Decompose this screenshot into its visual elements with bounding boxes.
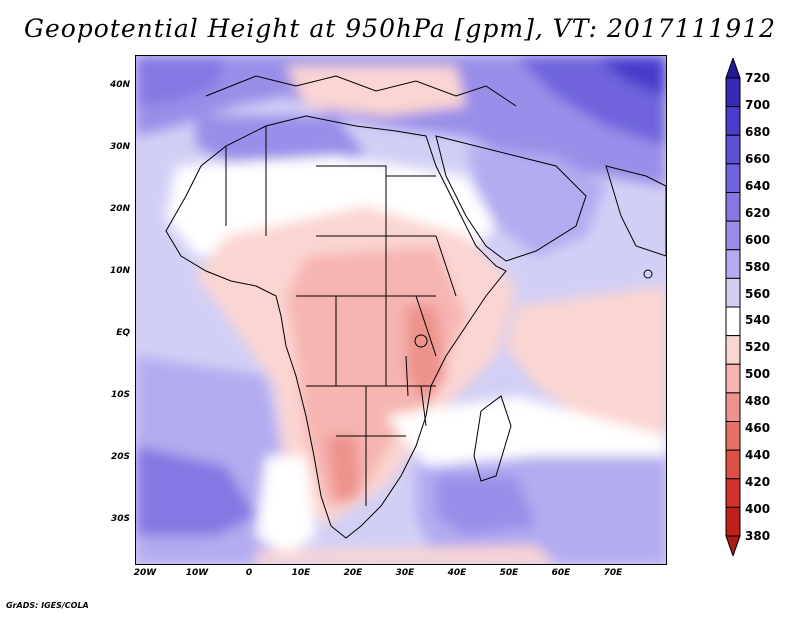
lat-label: 10N: [109, 266, 130, 276]
lat-label: 30N: [109, 142, 130, 152]
lon-label: 10E: [291, 568, 311, 578]
lon-label: 30E: [395, 568, 415, 578]
colorbar-label: 440: [745, 448, 771, 463]
colorbar-label: 580: [745, 259, 771, 274]
geopotential-map: [136, 56, 666, 564]
colorbar-label: 640: [745, 178, 771, 193]
lon-label: 20W: [133, 568, 157, 578]
colorbar-cell: [725, 392, 741, 422]
colorbar-cell: [725, 163, 741, 193]
map-panel: [135, 55, 667, 565]
colorbar-label: 500: [745, 367, 771, 382]
colorbar-label: 420: [745, 475, 771, 490]
lon-label: 70E: [603, 568, 623, 578]
colorbar-label: 700: [745, 97, 771, 112]
lat-label: 40N: [109, 80, 130, 90]
colorbar-cell: [725, 478, 741, 508]
colorbar-cell: [725, 306, 741, 337]
coastlines: [165, 75, 666, 539]
lon-label: 0: [245, 568, 253, 578]
colorbar-cell: [725, 220, 741, 251]
credit-text: GrADS: IGES/COLA: [6, 601, 89, 610]
colorbar-label: 560: [745, 286, 771, 301]
lat-label: 20N: [109, 204, 130, 214]
colorbar-cell: [725, 506, 741, 537]
colorbar-cells: [725, 58, 741, 556]
lon-label: 50E: [499, 568, 519, 578]
colorbar-cell: [725, 277, 741, 308]
height-field: [136, 56, 666, 564]
colorbar-cell: [725, 449, 741, 480]
colorbar-label: 680: [745, 124, 771, 139]
colorbar-label: 380: [745, 529, 771, 543]
colorbar-cell: [725, 249, 741, 279]
colorbar-label: 620: [745, 205, 771, 220]
colorbar-cell: [725, 421, 741, 451]
colorbar-bottom-arrow: [725, 535, 741, 556]
lat-label: 20S: [110, 452, 130, 462]
lon-label: 20E: [343, 568, 363, 578]
lon-label: 40E: [447, 568, 467, 578]
colorbar-label: 460: [745, 421, 771, 436]
colorbar-label: 540: [745, 313, 771, 328]
lon-label: 10W: [185, 568, 209, 578]
lat-label: 30S: [110, 514, 130, 524]
map-title: Geopotential Height at 950hPa [gpm], VT:…: [23, 14, 777, 43]
colorbar-cell: [725, 134, 741, 165]
colorbar-cell: [725, 106, 741, 136]
colorbar-label: 720: [745, 71, 771, 85]
colorbar-cell: [725, 335, 741, 365]
lat-label: 10S: [110, 390, 130, 400]
colorbar-label: 480: [745, 394, 771, 409]
colorbar-label: 400: [745, 502, 771, 517]
colorbar-cell: [725, 192, 741, 222]
colorbar-cell: [725, 77, 741, 108]
colorbar: [725, 58, 741, 556]
colorbar-label: 600: [745, 232, 771, 247]
lat-label: EQ: [116, 328, 130, 338]
colorbar-top-arrow: [725, 58, 741, 79]
lon-label: 60E: [551, 568, 571, 578]
colorbar-cell: [725, 363, 741, 394]
colorbar-label: 520: [745, 340, 771, 355]
colorbar-label: 660: [745, 151, 771, 166]
